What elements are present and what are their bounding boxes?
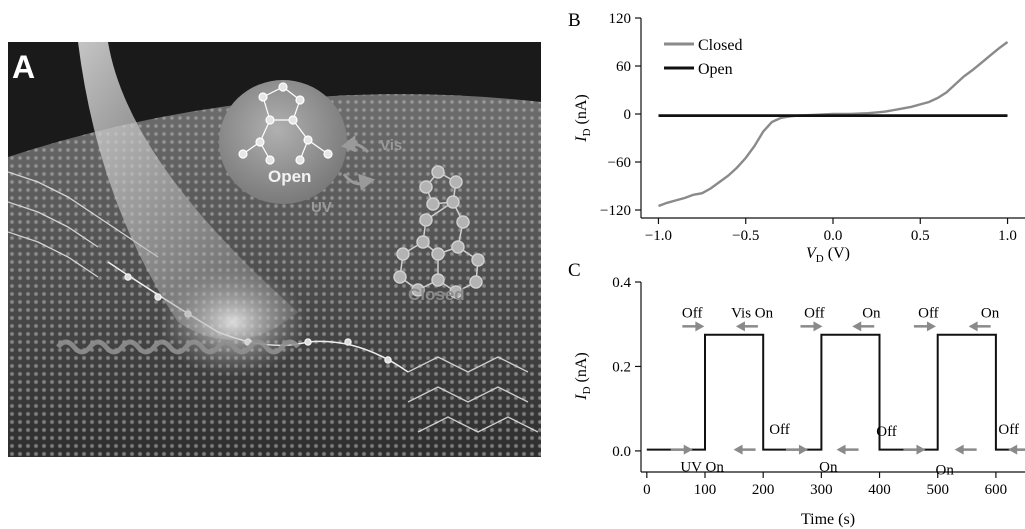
- c-arrow-right: [800, 321, 823, 332]
- c-x-tick-label: 100: [694, 482, 717, 498]
- graphene-lattice-icon: [8, 171, 539, 433]
- c-y-tick-label: 0.4: [612, 275, 631, 291]
- c-x-tick-label: 400: [868, 482, 891, 498]
- c-annotation: Off: [804, 305, 825, 321]
- b-y-tick-label: −120: [600, 203, 631, 219]
- chart-b: −1.0 −0.5 0.0 0.5 1.0 −120 −60 0 60 120 B Closed …: [568, 10, 1025, 262]
- legend-label-open: Open: [698, 61, 733, 78]
- c-annotation: Off: [998, 422, 1019, 438]
- c-arrow-right: [670, 444, 693, 455]
- b-y-tick-label: 0: [624, 107, 632, 123]
- conversion-arrows-icon: [341, 134, 376, 191]
- panel-a-illustration: Open Vis UV Closed A: [8, 42, 541, 457]
- c-annotation: Off: [769, 422, 790, 438]
- b-y-tick-label: 60: [616, 59, 631, 75]
- light-spot: [158, 267, 308, 377]
- c-x-tick-label: 600: [985, 482, 1008, 498]
- molecule-closed-icon: [393, 165, 485, 299]
- c-arrow-left: [1008, 444, 1025, 455]
- c-series-line: [646, 333, 1025, 451]
- c-x-tick-label: 0: [643, 482, 651, 498]
- c-annotation: Vis On: [731, 305, 774, 321]
- molecule-open-icon: [238, 82, 333, 165]
- c-x-tick-label: 300: [810, 482, 833, 498]
- c-annotation: On: [862, 305, 881, 321]
- c-y-tick-label: 0.2: [612, 359, 631, 375]
- b-y-tick-label: 120: [609, 11, 632, 27]
- chart-b-y-axis-label: ID (nA): [573, 94, 593, 143]
- c-arrow-left: [852, 321, 875, 332]
- legend-label-closed: Closed: [698, 37, 742, 54]
- uv-label: UV: [311, 199, 332, 216]
- c-arrow-right: [913, 321, 936, 332]
- c-annotation: On: [936, 462, 955, 478]
- c-x-tick-label: 500: [926, 482, 949, 498]
- b-x-tick-label: −0.5: [732, 228, 759, 244]
- c-annotation: UV On: [680, 460, 724, 476]
- c-annotation: On: [819, 460, 838, 476]
- panel-b-letter: B: [568, 10, 581, 31]
- chart-c-x-axis-label: Time (s): [801, 511, 855, 528]
- panel-a-letter: A: [12, 49, 35, 85]
- b-y-tick-label: −60: [608, 155, 631, 171]
- c-arrow-left: [733, 444, 756, 455]
- b-series-line-closed: [658, 41, 1009, 208]
- b-x-tick-label: 1.0: [998, 228, 1017, 244]
- c-arrow-right: [785, 444, 808, 455]
- c-annotation: Off: [876, 424, 897, 440]
- c-annotation: On: [981, 305, 1000, 321]
- c-annotation: Off: [918, 305, 939, 321]
- c-arrow-right: [682, 321, 705, 332]
- vis-label: Vis: [380, 137, 402, 154]
- closed-label: Closed: [408, 285, 465, 304]
- b-x-tick-label: 0.0: [824, 228, 843, 244]
- nanotube-icon: [56, 339, 300, 355]
- panel-c-letter: C: [568, 260, 581, 281]
- c-annotation: Off: [682, 305, 703, 321]
- chart-b-x-axis-label: VD (V): [806, 245, 850, 262]
- chart-c: 0 100 200 300 400 500 600 0.0 0.2 0.4 UV On Off On O…: [568, 260, 1025, 528]
- chart-b-legend: Closed Open: [664, 37, 742, 78]
- b-x-tick-label: −1.0: [645, 228, 672, 244]
- c-arrow-left: [954, 444, 977, 455]
- c-arrow-right: [903, 444, 926, 455]
- light-cone-icon: [78, 42, 298, 340]
- open-label: Open: [268, 167, 311, 186]
- c-arrow-left: [735, 321, 758, 332]
- c-x-tick-label: 200: [752, 482, 775, 498]
- c-y-tick-label: 0.0: [612, 444, 631, 460]
- c-arrow-left: [968, 321, 991, 332]
- molecule-open-bubble: [219, 80, 347, 204]
- c-arrow-left: [836, 444, 859, 455]
- chart-c-y-axis-label: ID (nA): [573, 352, 593, 401]
- b-x-tick-label: 0.5: [911, 228, 930, 244]
